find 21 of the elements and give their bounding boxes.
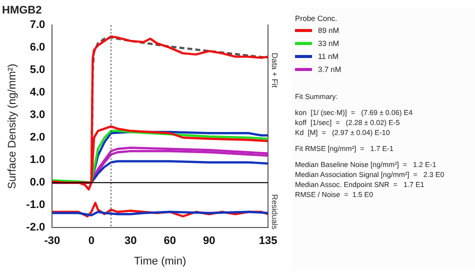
y-tick-label: 3.0 <box>30 109 46 122</box>
x-tick-label: 90 <box>203 235 216 248</box>
y-tick-label: 1.0 <box>30 154 46 166</box>
x-axis-title: Time (min) <box>134 255 186 268</box>
x-tick-label: 0 <box>88 235 94 248</box>
y-tick-label: 2.0 <box>30 132 46 144</box>
y-tick-label: 4.0 <box>30 86 46 99</box>
x-tick-label: -30 <box>44 235 60 248</box>
y-tick-label: 5.0 <box>30 64 46 76</box>
y-tick-label: 0.0 <box>30 176 46 189</box>
chart-title: HMGB2 <box>2 4 42 17</box>
y-tick-label: -2.0 <box>26 222 46 234</box>
y-axis-title: Surface Density (ng/mm²) <box>6 64 19 190</box>
y-tick-label: 7.0 <box>30 19 46 32</box>
x-tick-label: 30 <box>124 235 137 248</box>
x-tick-label: 60 <box>164 235 176 248</box>
text: Residuals <box>270 194 279 230</box>
y-tick-label: 6.0 <box>30 42 46 54</box>
y-tick-label: -1.0 <box>26 199 46 212</box>
text: Data + Fit <box>270 52 279 88</box>
x-tick-label: 135 <box>258 235 278 248</box>
